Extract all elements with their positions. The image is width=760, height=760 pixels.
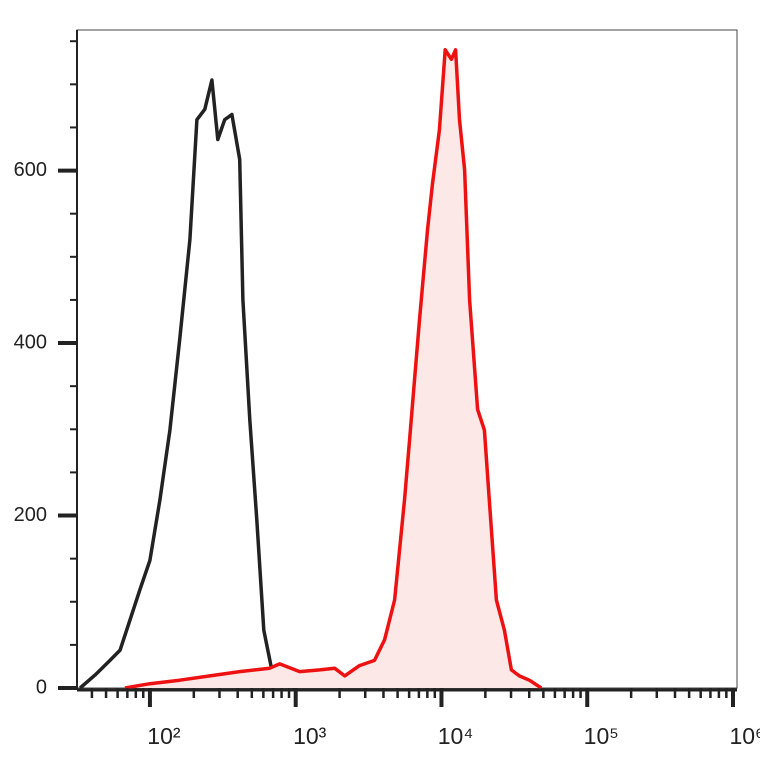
series-line <box>124 48 543 690</box>
x-tick-label: 10² <box>147 723 181 749</box>
y-tick-label: 600 <box>14 159 47 181</box>
x-tick-label: 10⁶ <box>729 723 760 749</box>
y-tick-label: 200 <box>14 504 47 526</box>
series-line <box>78 78 297 690</box>
y-tick-label: 0 <box>36 676 47 698</box>
x-tick-label: 10⁴ <box>438 723 473 749</box>
series-area <box>125 49 542 689</box>
x-tick-label: 10⁵ <box>584 723 619 749</box>
x-tick-label: 10³ <box>293 723 327 749</box>
y-tick-label: 400 <box>14 331 47 353</box>
